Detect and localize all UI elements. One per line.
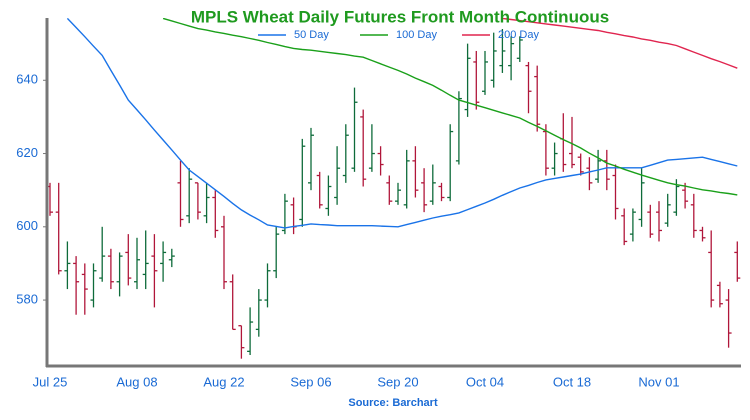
x-tick-label: Sep 20 — [377, 374, 418, 389]
legend-label: 200 Day — [498, 29, 539, 41]
y-tick-label: 600 — [16, 218, 38, 233]
x-tick-label: Aug 08 — [116, 374, 157, 389]
y-tick-label: 640 — [16, 72, 38, 87]
x-tick-label: Oct 04 — [466, 374, 504, 389]
overlay: 580 600 620 640 Jul 25 Aug 08 Aug 22 Sep 06 Sep … — [16, 29, 679, 390]
plot-area — [47, 18, 741, 359]
legend-label: 50 Day — [294, 29, 329, 41]
chart-title: MPLS Wheat Daily Futures Front Month Con… — [191, 7, 609, 26]
moving-average-line — [162, 18, 738, 196]
x-tick-label: Sep 06 — [290, 374, 331, 389]
x-tick-label: Jul 25 — [33, 374, 68, 389]
moving-average-line — [502, 18, 738, 69]
y-tick-label: 580 — [16, 292, 38, 307]
x-tick-label: Nov 01 — [638, 374, 679, 389]
source: Source: Barchart — [348, 397, 438, 409]
x-tick-label: Aug 22 — [203, 374, 244, 389]
legend-label: 100 Day — [396, 29, 437, 41]
moving-average-line — [66, 18, 738, 229]
x-tick-label: Oct 18 — [553, 374, 591, 389]
y-tick-label: 620 — [16, 145, 38, 160]
